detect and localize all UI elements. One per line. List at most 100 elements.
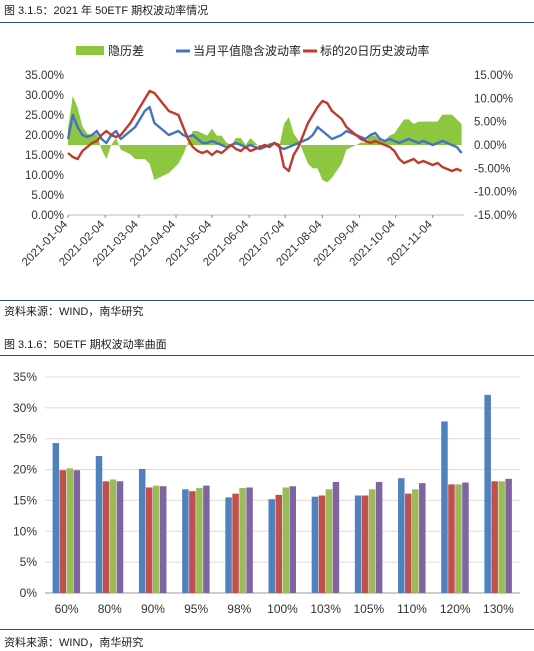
y-left-tick-label: 10.00%: [25, 170, 64, 182]
figure-1-title: 图 3.1.5：2021 年 50ETF 期权波动率情况: [4, 5, 209, 17]
x-tick-label: 98%: [227, 602, 251, 616]
x-tick-label: 80%: [98, 602, 122, 616]
x-tick-label: 105%: [354, 602, 385, 616]
y-right-tick-label: 15.00%: [474, 70, 513, 82]
legend-label: 当月平值隐含波动率: [193, 43, 301, 58]
figure-2-source: 资料来源：WIND，南华研究: [4, 637, 144, 649]
bar: [239, 488, 246, 593]
figure-1-source: 资料来源：WIND，南华研究: [4, 306, 144, 318]
bar: [73, 470, 81, 593]
bar: [145, 487, 153, 593]
bar: [455, 484, 462, 593]
y-right-tick-label: 10.00%: [474, 93, 513, 105]
x-tick-label: 60%: [55, 602, 79, 616]
bar: [405, 493, 412, 593]
y-tick-label: 0%: [20, 586, 38, 600]
bar: [152, 485, 160, 593]
chart2-axes: 35% 30% 25% 20% 15% 10% 5% 0% 60% 80% 90% 95% 98% 100…: [13, 370, 514, 616]
bar: [275, 494, 282, 593]
bar: [318, 495, 326, 593]
bar: [246, 487, 253, 593]
bar: [159, 486, 167, 593]
x-tick-label: 120%: [440, 602, 471, 616]
x-tick-label: 110%: [397, 602, 427, 616]
series-line-implied-vol: [66, 105, 463, 154]
y-tick-label: 35%: [13, 370, 37, 384]
x-tick-label: 103%: [310, 602, 341, 616]
y-right-tick-label: -10.00%: [474, 187, 517, 199]
bar: [368, 489, 376, 593]
bar: [102, 481, 110, 593]
figure-2-top-rule: [0, 355, 534, 356]
figure-2-title: 图 3.1.6：50ETF 期权波动率曲面: [4, 339, 167, 351]
y-tick-label: 25%: [13, 432, 37, 446]
y-tick-label: 30%: [13, 401, 37, 415]
x-tick-label: 95%: [184, 602, 208, 616]
bar: [116, 481, 124, 593]
bar: [375, 481, 383, 593]
bar: [491, 481, 498, 593]
x-tick-label: 130%: [483, 602, 514, 616]
y-left-tick-label: 0.00%: [31, 210, 64, 222]
bar: [59, 470, 67, 593]
series-line-historical-vol: [67, 89, 463, 173]
y-right-tick-label: 5.00%: [474, 117, 507, 129]
y-left-tick-label: 15.00%: [25, 150, 64, 162]
bar: [361, 495, 369, 593]
bar: [484, 394, 491, 593]
chart1-plot-area: [66, 89, 463, 183]
bar: [66, 468, 74, 593]
y-left-tick-label: 25.00%: [25, 110, 64, 122]
y-right-tick-label: -15.00%: [474, 210, 517, 222]
bar: [182, 489, 189, 593]
y-left-tick-label: 30.00%: [25, 90, 64, 102]
legend-entry: 隐历差: [76, 44, 144, 58]
legend-label: 标的20日历史波动率: [320, 43, 429, 58]
bar: [505, 478, 512, 593]
bar: [289, 486, 296, 593]
chart1-axes: 35.00% 30.00% 25.00% 20.00% 15.00% 10.00% 5.00…: [20, 70, 517, 269]
bar: [268, 499, 275, 593]
chart1-legend: 隐历差 当月平值隐含波动率 标的20日历史波动率: [76, 43, 429, 58]
bar: [203, 485, 210, 593]
y-right-tick-label: -5.00%: [474, 163, 510, 175]
bar: [332, 481, 340, 593]
bar: [196, 488, 203, 593]
bar: [325, 489, 333, 593]
bar: [282, 487, 289, 593]
bar: [109, 479, 117, 593]
volatility-surface-bar-chart: 35% 30% 25% 20% 15% 10% 5% 0% 60% 80% 90% 95% 98% 100…: [13, 370, 520, 616]
x-tick-label: 100%: [267, 602, 298, 616]
bar: [412, 489, 419, 593]
bar: [232, 493, 239, 593]
bar: [225, 497, 232, 593]
volatility-line-chart: 隐历差 当月平值隐含波动率 标的20日历史波动率 35.00% 30.00% 25.00…: [20, 43, 517, 269]
legend-entry: 当月平值隐含波动率: [176, 43, 301, 58]
bar: [419, 483, 426, 593]
y-right-tick-label: 0.00%: [474, 140, 507, 152]
legend-label: 隐历差: [108, 44, 144, 58]
bar: [311, 496, 319, 593]
chart2-bars: [52, 394, 512, 593]
legend-swatch: [76, 46, 104, 55]
y-left-tick-label: 5.00%: [31, 190, 64, 202]
bar: [354, 495, 362, 593]
y-tick-label: 15%: [13, 493, 37, 507]
bar: [95, 455, 103, 593]
y-left-tick-label: 20.00%: [25, 130, 64, 142]
bar: [462, 482, 469, 593]
figure-1-top-rule: [0, 22, 534, 23]
figure-1-bottom-rule: [0, 300, 534, 301]
bar: [498, 481, 505, 593]
bar: [398, 478, 405, 593]
bar: [448, 484, 455, 593]
y-tick-label: 5%: [20, 555, 38, 569]
y-tick-label: 10%: [13, 524, 37, 538]
y-tick-label: 20%: [13, 463, 37, 477]
legend-entry: 标的20日历史波动率: [303, 43, 429, 58]
figure-2-bottom-rule: [0, 629, 534, 630]
series-area-spread: [68, 96, 462, 183]
x-tick-label: 90%: [141, 602, 165, 616]
bar: [52, 443, 60, 593]
y-left-tick-label: 35.00%: [25, 70, 64, 82]
